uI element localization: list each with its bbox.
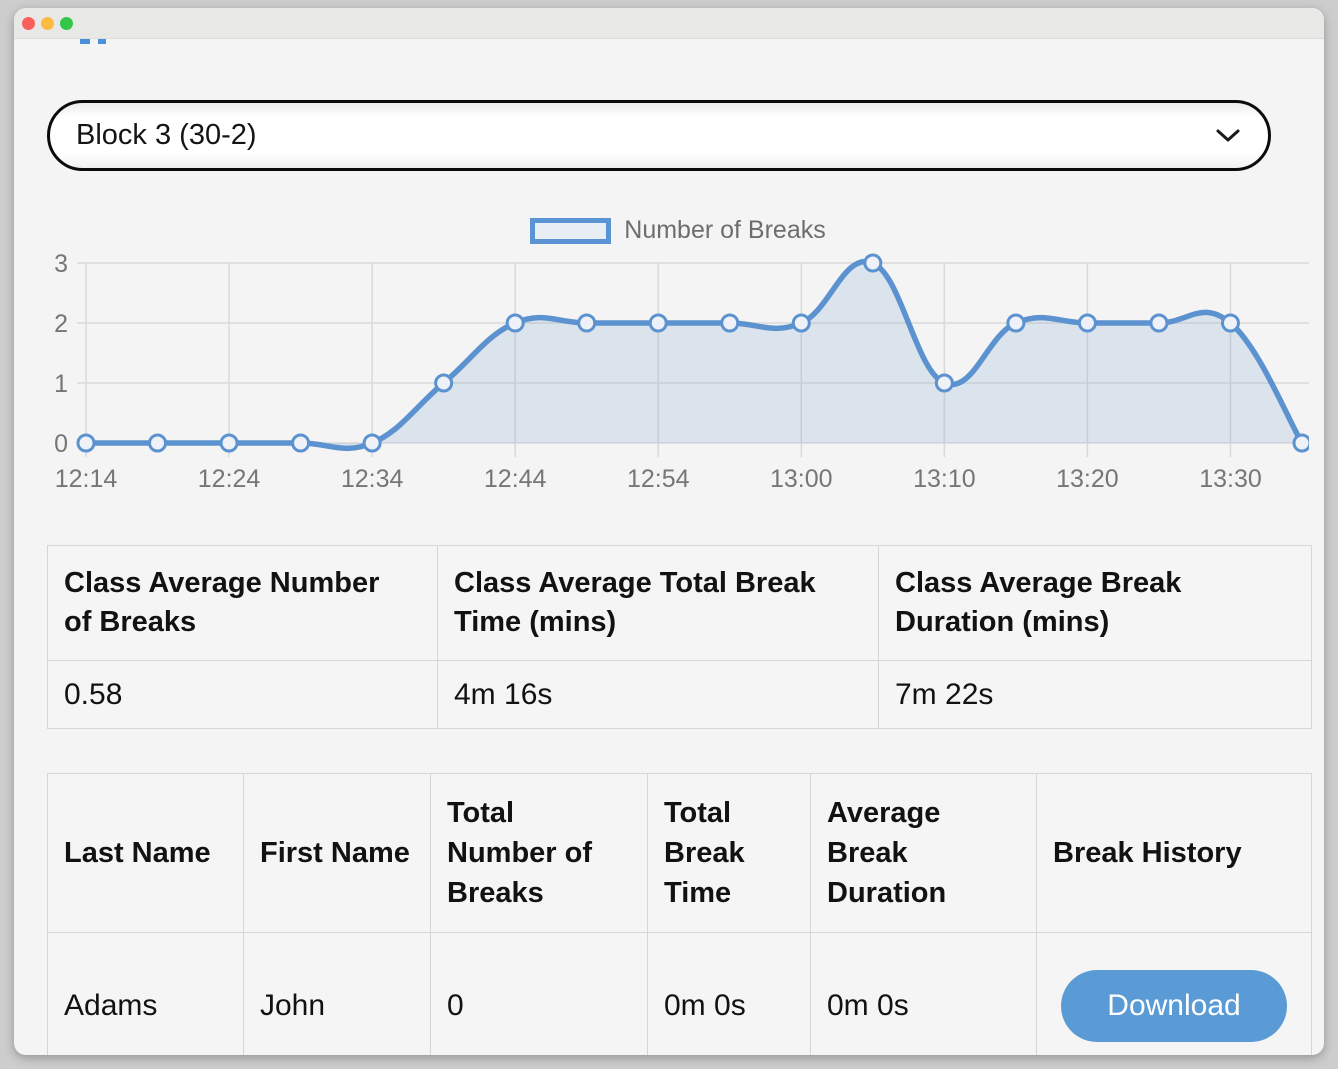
svg-text:13:00: 13:00 (770, 465, 833, 493)
svg-text:3: 3 (54, 251, 68, 278)
class-averages-value-row: 0.58 4m 16s 7m 22s (47, 660, 1312, 729)
svg-text:12:44: 12:44 (484, 465, 547, 493)
column-header: Class Average Number of Breaks (47, 545, 438, 661)
chart-legend[interactable]: Number of Breaks (47, 216, 1309, 245)
column-header: Average Break Duration (810, 773, 1037, 933)
logo-fragment (98, 39, 106, 44)
zoom-window-icon[interactable] (60, 16, 73, 30)
total-breaks-cell: 0 (430, 932, 648, 1055)
class-select-value: Block 3 (30-2) (76, 119, 257, 151)
column-header: Class Average Break Duration (mins) (878, 545, 1312, 661)
column-header: Total Number of Breaks (430, 773, 648, 933)
page-content: Block 3 (30-2) Number of Breaks 0 1 2 3 12:1… (14, 39, 1324, 1055)
number-of-breaks-line-chart: 0 1 2 3 12:14 12:24 12:34 12:44 12:54 13:00 13:10 1… (54, 251, 1309, 493)
column-header: Break History (1036, 773, 1312, 933)
svg-text:12:14: 12:14 (55, 465, 118, 493)
svg-text:12:34: 12:34 (341, 465, 404, 493)
svg-text:13:30: 13:30 (1199, 465, 1262, 493)
class-select[interactable]: Block 3 (30-2) (47, 100, 1271, 171)
break-history-cell: Download (1036, 932, 1312, 1055)
window-titlebar (14, 8, 1324, 39)
svg-text:12:24: 12:24 (198, 465, 261, 493)
avg-total-break-time-value: 4m 16s (437, 660, 879, 729)
students-header-row: Last Name First Name Total Number of Bre… (47, 773, 1312, 933)
avg-number-of-breaks-value: 0.58 (47, 660, 438, 729)
legend-swatch-icon (530, 217, 612, 244)
svg-text:2: 2 (54, 310, 68, 338)
table-row: Adams John 0 0m 0s 0m 0s Download (47, 932, 1312, 1055)
first-name-cell: John (243, 932, 431, 1055)
svg-text:0: 0 (54, 430, 68, 458)
svg-text:13:20: 13:20 (1056, 465, 1119, 493)
chevron-down-icon (1216, 129, 1240, 141)
column-header: First Name (243, 773, 431, 933)
download-button[interactable]: Download (1061, 969, 1287, 1042)
svg-text:12:54: 12:54 (627, 465, 690, 493)
total-break-time-cell: 0m 0s (647, 932, 811, 1055)
class-averages-table: Class Average Number of Breaks Class Ave… (47, 545, 1312, 729)
app-window: Block 3 (30-2) Number of Breaks 0 1 2 3 12:1… (14, 8, 1324, 1055)
logo-fragment (80, 39, 90, 44)
close-window-icon[interactable] (22, 16, 35, 30)
minimize-window-icon[interactable] (41, 16, 54, 30)
class-averages-header-row: Class Average Number of Breaks Class Ave… (47, 545, 1312, 661)
column-header: Class Average Total Break Time (mins) (437, 545, 879, 661)
students-table: Last Name First Name Total Number of Bre… (47, 773, 1312, 1055)
column-header: Total Break Time (647, 773, 811, 933)
last-name-cell: Adams (47, 932, 244, 1055)
legend-label: Number of Breaks (624, 216, 826, 244)
column-header: Last Name (47, 773, 244, 933)
svg-text:1: 1 (54, 370, 68, 398)
svg-text:13:10: 13:10 (913, 465, 976, 493)
avg-break-duration-value: 7m 22s (878, 660, 1312, 729)
average-break-duration-cell: 0m 0s (810, 932, 1037, 1055)
